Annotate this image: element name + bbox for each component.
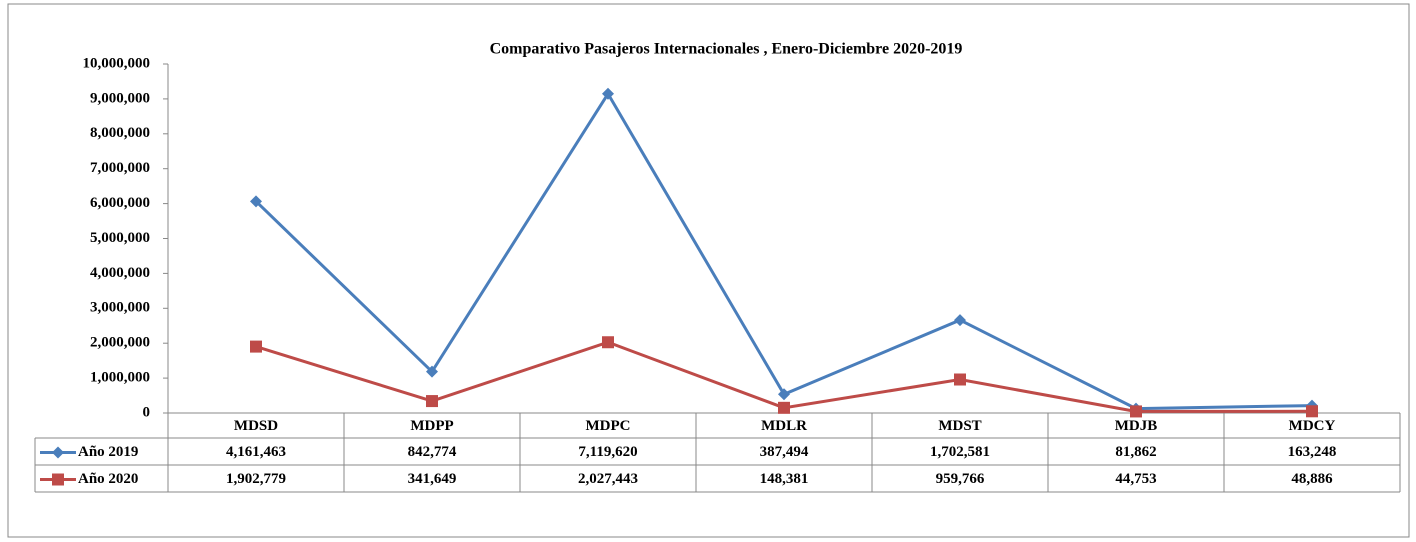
y-tick-label: 3,000,000 — [90, 300, 150, 316]
legend-marker — [52, 446, 64, 459]
point — [954, 373, 966, 386]
y-tick-label: 0 — [143, 404, 151, 420]
y-tick-label: 5,000,000 — [90, 230, 150, 246]
x-tick-label: MDCY — [1289, 418, 1336, 434]
x-tick-label: MDLR — [761, 418, 807, 434]
chart-border — [7, 3, 1410, 538]
table-value: 163,248 — [1288, 444, 1337, 460]
table-value: 148,381 — [760, 471, 809, 487]
table-value: 44,753 — [1115, 471, 1156, 487]
y-tick-label: 10,000,000 — [83, 55, 151, 71]
table-value: 1,702,581 — [930, 444, 990, 460]
point — [602, 87, 614, 100]
legend-label: Año 2020 — [78, 471, 138, 487]
point — [778, 388, 790, 401]
table-value: 842,774 — [408, 444, 457, 460]
table-value: 959,766 — [936, 471, 985, 487]
point — [954, 314, 966, 327]
legend-label: Año 2019 — [78, 444, 138, 460]
table-value: 4,161,463 — [226, 444, 286, 460]
y-tick-label: 2,000,000 — [90, 335, 150, 351]
x-tick-label: MDPC — [586, 418, 631, 434]
point — [250, 195, 262, 208]
point — [1130, 405, 1142, 418]
point — [1306, 405, 1318, 418]
legend-marker — [52, 473, 64, 486]
y-tick-label: 8,000,000 — [90, 125, 150, 141]
x-tick-label: MDPP — [410, 418, 453, 434]
x-tick-label: MDJB — [1115, 418, 1158, 434]
x-tick-label: MDSD — [234, 418, 278, 434]
y-tick-label: 4,000,000 — [90, 265, 150, 281]
y-tick-label: 1,000,000 — [90, 370, 150, 386]
point — [602, 336, 614, 349]
point — [778, 401, 790, 414]
table-value: 81,862 — [1115, 444, 1156, 460]
y-tick-label: 9,000,000 — [90, 90, 150, 106]
table-value: 2,027,443 — [578, 471, 638, 487]
point — [250, 340, 262, 353]
table-value: 7,119,620 — [578, 444, 637, 460]
point — [426, 395, 438, 408]
point — [426, 365, 438, 378]
table-value: 387,494 — [760, 444, 809, 460]
x-tick-label: MDST — [938, 418, 981, 434]
table-value: 341,649 — [408, 471, 457, 487]
chart-title: Comparativo Pasajeros Internacionales , … — [490, 41, 963, 58]
y-tick-label: 7,000,000 — [90, 160, 150, 176]
table-value: 1,902,779 — [226, 471, 286, 487]
y-tick-label: 6,000,000 — [90, 195, 150, 211]
table-value: 48,886 — [1291, 471, 1333, 487]
